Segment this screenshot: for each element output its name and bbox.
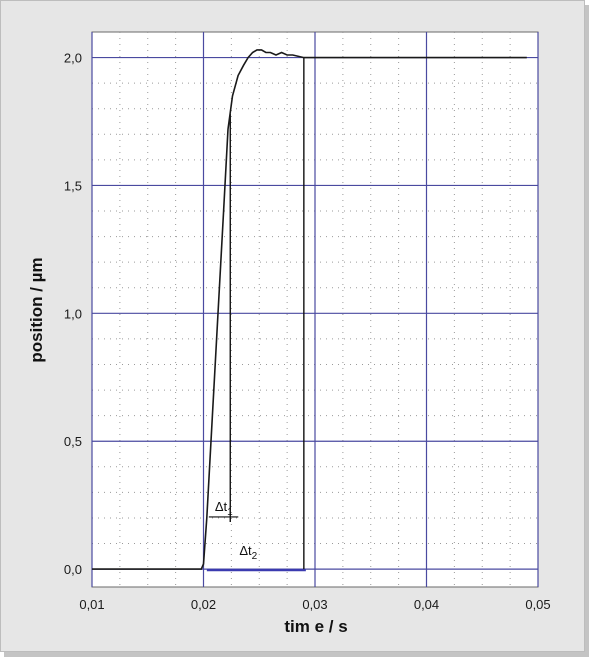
x-tick-label: 0,05	[525, 597, 550, 612]
delta-t2-subscript: 2	[252, 551, 258, 562]
y-tick-label: 1,0	[64, 306, 82, 321]
x-tick-label: 0,04	[414, 597, 439, 612]
y-axis-title: position / µm	[27, 257, 46, 362]
x-tick-label: 0,02	[191, 597, 216, 612]
x-tick-label: 0,01	[79, 597, 104, 612]
y-tick-label: 2,0	[64, 51, 82, 66]
x-tick-label: 0,03	[302, 597, 327, 612]
delta-t1-subscript: 1	[227, 507, 233, 518]
y-tick-label: 0,5	[64, 434, 82, 449]
y-tick-label: 0,0	[64, 562, 82, 577]
x-tick-labels: 0,01 0,02 0,03 0,04 0,05	[79, 597, 550, 612]
x-axis-title: tim e / s	[284, 617, 347, 636]
series-line-position	[92, 49, 527, 570]
y-tick-labels: 0,0 0,5 1,0 1,5 2,0	[64, 51, 82, 578]
y-tick-label: 1,5	[64, 178, 82, 193]
